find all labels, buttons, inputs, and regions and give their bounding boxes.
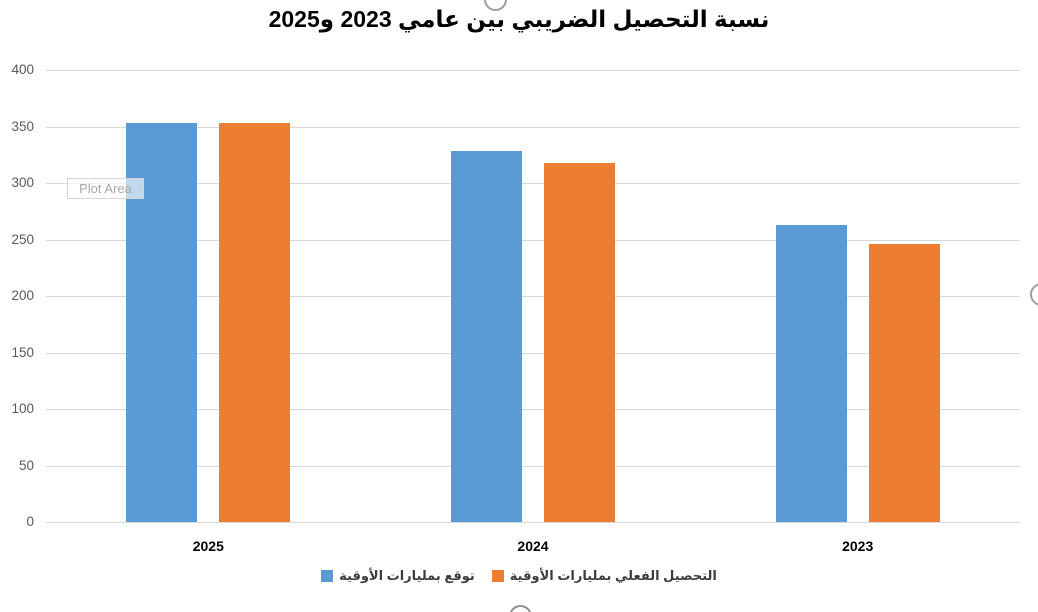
forecast-series-swatch-icon (321, 570, 334, 582)
y-axis-label-350: 350 (11, 118, 34, 134)
gridline-250 (46, 239, 1020, 241)
x-axis-label-2024: 2024 (517, 538, 549, 554)
legend: توقع بمليارات الأوقية التحصيل الفعلي بمل… (0, 568, 1038, 584)
bar-actual-2025[interactable] (219, 123, 291, 522)
legend-item-actual[interactable]: التحصيل الفعلي بمليارات الأوقية (491, 568, 717, 584)
bar-actual-2023[interactable] (868, 244, 940, 522)
selection-handle-bottom[interactable] (509, 605, 532, 612)
legend-label-actual: التحصيل الفعلي بمليارات الأوقية (509, 568, 717, 583)
plot-area[interactable] (46, 70, 1020, 523)
selection-handle-right[interactable] (1030, 283, 1038, 306)
y-axis-label-400: 400 (11, 62, 34, 77)
actual-series-swatch-icon (491, 570, 504, 582)
bar-actual-2024[interactable] (544, 162, 615, 522)
gridline-0 (46, 522, 1020, 523)
gridline-300 (46, 183, 1020, 184)
chart-title[interactable]: نسبة التحصيل الضريبي بين عامي 2023 و2025 (268, 6, 770, 32)
gridline-200 (46, 296, 1020, 297)
y-axis-label-150: 150 (11, 344, 34, 360)
gridline-350 (46, 126, 1020, 128)
x-axis-label-2023: 2023 (842, 538, 874, 554)
bar-forecast-2024[interactable] (451, 151, 522, 522)
bar-forecast-2023[interactable] (775, 224, 847, 522)
gridline-100 (46, 409, 1020, 410)
y-axis-label-100: 100 (11, 401, 34, 416)
x-axis-label-2025: 2025 (192, 538, 224, 554)
y-axis-label-0: 0 (26, 514, 34, 529)
y-axis-label-250: 250 (11, 231, 34, 247)
plot-area-tooltip: Plot Area (67, 178, 144, 199)
legend-item-forecast[interactable]: توقع بمليارات الأوقية (321, 568, 475, 584)
legend-label-forecast: توقع بمليارات الأوقية (339, 568, 475, 583)
y-axis-label-200: 200 (11, 288, 34, 303)
gridline-50 (46, 465, 1020, 467)
y-axis-label-300: 300 (11, 175, 34, 190)
y-axis-label-50: 50 (18, 457, 34, 473)
gridline-400 (46, 70, 1020, 71)
gridline-150 (46, 352, 1020, 354)
